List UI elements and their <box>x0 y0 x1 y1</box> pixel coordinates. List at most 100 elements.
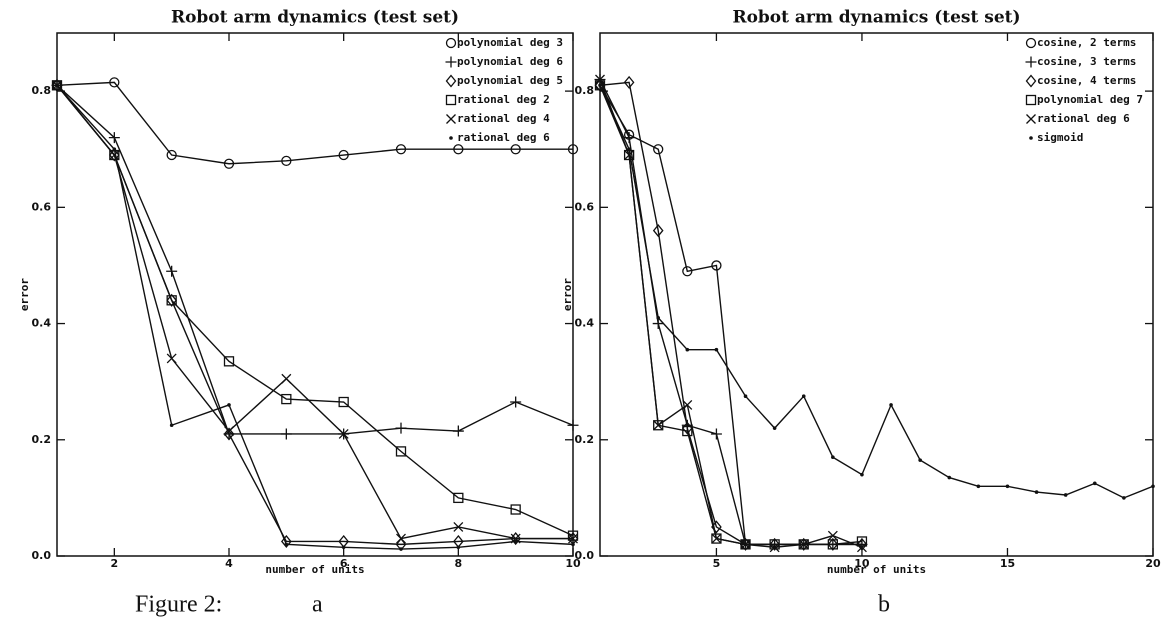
marker-diamond <box>856 537 868 551</box>
marker-x <box>595 74 605 85</box>
marker-x <box>568 533 578 544</box>
marker-x <box>624 150 635 160</box>
series-line <box>56 84 573 540</box>
marker-diamond <box>769 537 780 551</box>
panel-label: a <box>312 592 323 618</box>
marker-dot <box>947 475 952 480</box>
legend-label: cosine, 2 terms <box>1037 36 1136 49</box>
series-line <box>599 79 862 546</box>
caption-label: Figure 2: <box>135 592 222 618</box>
marker-plus <box>395 422 407 434</box>
marker-x <box>281 373 292 384</box>
x-axis-label: number of units <box>827 563 926 576</box>
legend-label: rational deg 4 <box>457 112 550 125</box>
marker-square <box>1025 94 1037 106</box>
marker-square <box>395 446 407 457</box>
marker-dot <box>860 472 864 477</box>
marker-x <box>446 114 456 124</box>
x-tick-label: 10 <box>565 557 581 570</box>
y-tick-label: 0.2 <box>575 433 595 446</box>
y-axis-label: error <box>18 278 31 311</box>
legend-label: cosine, 3 terms <box>1037 55 1136 68</box>
x-tick-label: 2 <box>111 557 119 570</box>
marker-dot <box>598 83 602 88</box>
series-line <box>56 84 574 537</box>
marker-dot <box>976 484 981 489</box>
marker-diamond <box>223 427 235 441</box>
marker-diamond <box>166 293 178 307</box>
marker-square <box>567 530 579 541</box>
plot-frame <box>56 32 574 557</box>
y-tick-label: 0.6 <box>32 200 52 213</box>
marker-diamond <box>623 75 635 89</box>
marker-x <box>682 399 693 410</box>
marker-diamond <box>740 537 751 551</box>
marker-circle <box>653 144 664 155</box>
marker-plus <box>710 428 722 440</box>
marker-dot <box>399 547 403 551</box>
x-tick-label: 4 <box>225 557 233 570</box>
marker-plus <box>166 265 178 277</box>
y-axis-label: error <box>561 278 574 311</box>
series-line <box>599 85 863 546</box>
y-tick-label: 0.8 <box>32 84 52 97</box>
marker-x <box>396 533 406 544</box>
legend-label: rational deg 2 <box>457 93 550 106</box>
x-tick-label: 5 <box>713 557 721 570</box>
marker-square <box>166 295 177 306</box>
marker-x <box>453 521 464 532</box>
marker-dot <box>743 394 748 398</box>
marker-plus <box>108 132 120 144</box>
marker-square <box>453 492 464 504</box>
series-line <box>599 85 1154 499</box>
series-line <box>599 84 747 545</box>
plot-frame <box>599 32 1154 557</box>
marker-dot <box>55 83 59 88</box>
marker-x <box>856 542 867 553</box>
marker-circle <box>711 260 722 271</box>
marker-square <box>856 536 868 547</box>
marker-dot <box>571 542 575 547</box>
series-line <box>56 81 573 165</box>
marker-square <box>223 356 235 367</box>
legend-label: rational deg 6 <box>457 131 550 144</box>
marker-diamond <box>827 537 839 551</box>
marker-diamond <box>51 78 63 92</box>
marker-square <box>682 425 693 437</box>
marker-diamond <box>108 148 120 162</box>
marker-dot <box>1092 481 1097 486</box>
marker-plus <box>445 56 457 68</box>
marker-circle <box>281 155 292 166</box>
marker-x <box>109 150 120 160</box>
y-tick-label: 0.4 <box>575 317 595 330</box>
marker-x <box>224 426 234 437</box>
marker-plus <box>623 132 635 144</box>
marker-dot <box>112 147 117 152</box>
marker-diamond <box>280 534 292 548</box>
marker-circle <box>1025 37 1037 49</box>
y-tick-label: 0.6 <box>575 200 595 213</box>
marker-x <box>798 539 809 550</box>
series-line <box>56 84 573 546</box>
marker-x <box>1026 114 1036 124</box>
marker-dot <box>449 136 453 140</box>
marker-dot <box>169 423 174 428</box>
marker-dot <box>227 403 231 407</box>
y-tick-label: 0.0 <box>575 549 595 562</box>
marker-dot <box>1151 484 1155 489</box>
legend-label: cosine, 4 terms <box>1037 74 1136 87</box>
marker-square <box>827 539 838 550</box>
y-tick-label: 0.2 <box>32 433 52 446</box>
marker-plus <box>1025 56 1037 68</box>
marker-square <box>281 393 292 405</box>
marker-dot <box>341 545 346 550</box>
marker-plus <box>452 425 464 437</box>
legend-label: polynomial deg 3 <box>457 36 563 49</box>
marker-diamond <box>798 537 810 551</box>
marker-x <box>769 542 780 553</box>
marker-dot <box>284 542 289 547</box>
chart-title: Robot arm dynamics (test set) <box>732 8 1020 28</box>
x-tick-label: 10 <box>854 557 870 570</box>
